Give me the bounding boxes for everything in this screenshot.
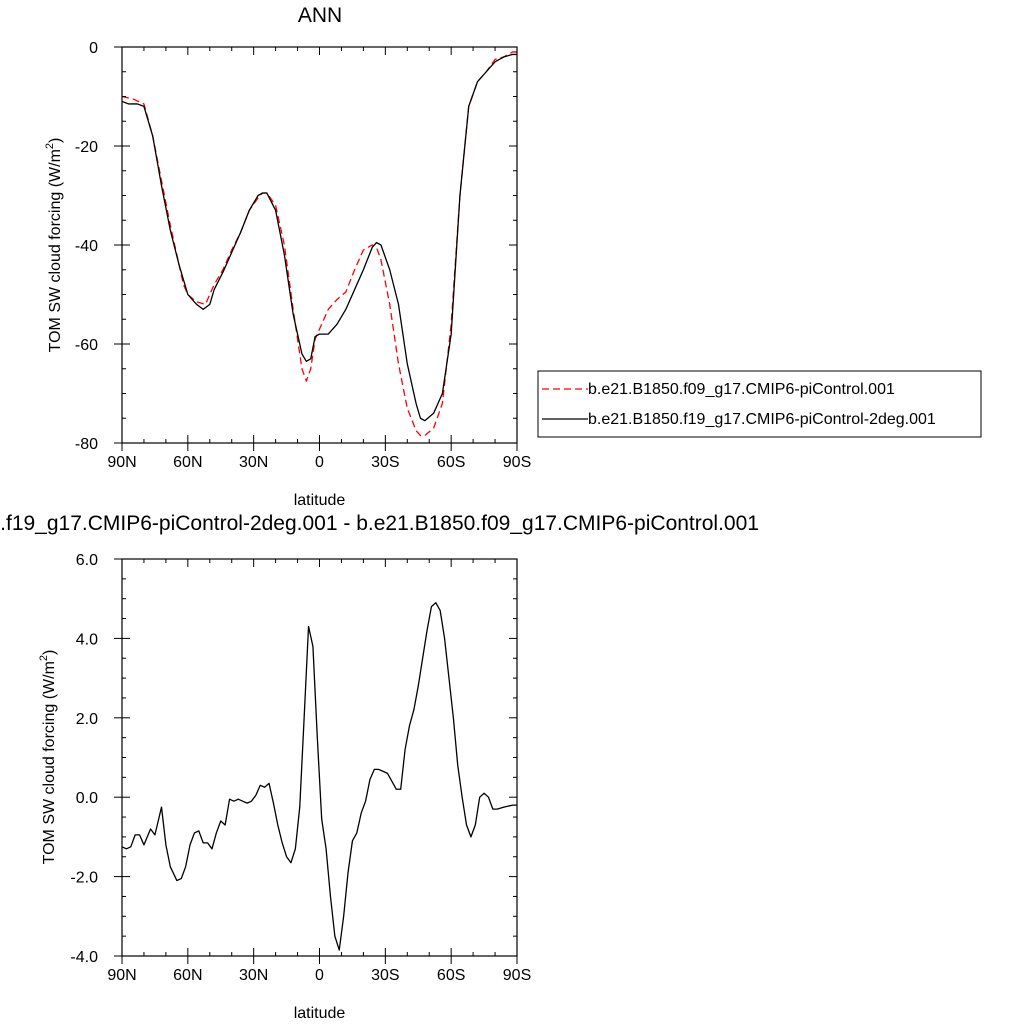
top-panel-y-label-superscript: 2: [44, 143, 56, 149]
top-panel: ANN 90N 60N 30N 0 30S 60S 90S 0 -20 -40 -60 -80 lat…: [44, 4, 531, 509]
bottom-panel-x-tick-label: 90N: [107, 967, 136, 984]
top-panel-y-label-suffix: ): [47, 138, 64, 143]
bottom-panel-y-label-superscript: 2: [38, 655, 50, 661]
bottom-panel-x-tick-label: 30N: [239, 967, 268, 984]
top-panel-y-label-main: TOM SW cloud forcing (W/m: [47, 149, 64, 352]
top-panel-x-tick-label: 0: [315, 454, 324, 471]
legend-label-series-2: b.e21.B1850.f19_g17.CMIP6-piControl-2deg…: [588, 411, 936, 428]
top-panel-y-tick-label: -80: [75, 436, 98, 453]
bottom-panel-x-tick-label: 30S: [371, 967, 399, 984]
top-panel-title: ANN: [298, 4, 342, 27]
top-panel-x-tick-label: 30S: [371, 454, 399, 471]
top-panel-ticks: 90N 60N 30N 0 30S 60S 90S 0 -20 -40 -60 -80: [75, 40, 531, 471]
top-panel-y-tick-label: 0: [89, 40, 98, 57]
bottom-panel-y-tick-label: -4.0: [70, 949, 98, 966]
bottom-panel-series-group: [121, 602, 517, 951]
bottom-panel-y-tick-label: 0.0: [76, 790, 98, 807]
top-panel-series-1-line: [121, 51, 517, 437]
top-panel-x-tick-label: 90N: [107, 454, 136, 471]
legend-label-series-1: b.e21.B1850.f09_g17.CMIP6-piControl.001: [588, 381, 895, 398]
top-panel-series-group: [121, 51, 517, 437]
top-panel-y-axis-label: TOM SW cloud forcing (W/m2): [44, 138, 64, 353]
bottom-panel-y-label-suffix: ): [41, 650, 58, 655]
top-panel-x-tick-label: 60S: [437, 454, 465, 471]
bottom-panel-frame: [121, 558, 518, 957]
bottom-panel-series-1-line: [121, 602, 517, 951]
legend-box: [537, 370, 982, 438]
bottom-panel-y-tick-label: -2.0: [70, 870, 98, 887]
bottom-panel-x-tick-label: 60N: [173, 967, 202, 984]
bottom-panel-y-tick-label: 2.0: [76, 711, 98, 728]
top-panel-series-2-line: [121, 53, 517, 422]
top-panel-y-tick-label: -60: [75, 337, 98, 354]
bottom-panel-x-axis-label: latitude: [294, 1005, 346, 1022]
top-panel-x-axis-label: latitude: [294, 492, 346, 509]
bottom-panel-ticks: 90N 60N 30N 0 30S 60S 90S 6.0 4.0 2.0 0.0 -2.0 -4.0: [70, 552, 531, 984]
top-panel-y-tick-label: -40: [75, 238, 98, 255]
bottom-panel: b.e21.B1850.f19_g17.CMIP6-piControl-2deg…: [0, 512, 759, 1022]
top-panel-x-tick-label: 60N: [173, 454, 202, 471]
bottom-panel-x-tick-label: 0: [315, 967, 324, 984]
bottom-panel-x-tick-label: 60S: [437, 967, 465, 984]
legend: b.e21.B1850.f09_g17.CMIP6-piControl.001 …: [537, 370, 982, 438]
bottom-panel-y-tick-label: 6.0: [76, 552, 98, 569]
top-panel-x-tick-label: 30N: [239, 454, 268, 471]
top-panel-x-tick-label: 90S: [503, 454, 531, 471]
bottom-panel-x-tick-label: 90S: [503, 967, 531, 984]
top-panel-y-tick-label: -20: [75, 139, 98, 156]
bottom-panel-y-tick-label: 4.0: [76, 631, 98, 648]
bottom-panel-title: b.e21.B1850.f19_g17.CMIP6-piControl-2deg…: [0, 512, 759, 535]
bottom-panel-y-axis-label: TOM SW cloud forcing (W/m2): [38, 650, 58, 865]
bottom-panel-y-label-main: TOM SW cloud forcing (W/m: [41, 661, 58, 864]
top-panel-frame: [121, 46, 518, 444]
